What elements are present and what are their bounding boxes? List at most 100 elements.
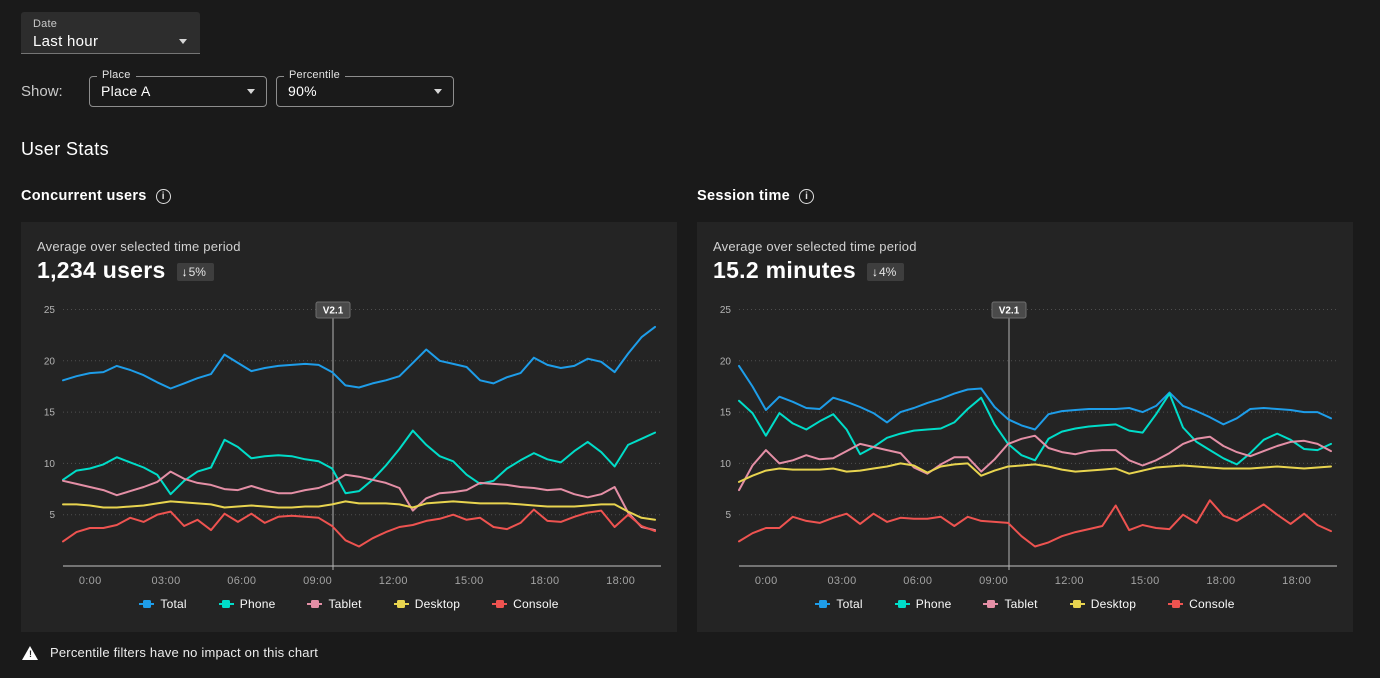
info-icon[interactable] [799, 188, 815, 204]
y-tick-label: 5 [725, 510, 731, 521]
x-tick-label: 0:00 [755, 575, 778, 587]
page-title: User Stats [21, 139, 110, 159]
series-line-desktop [738, 462, 1332, 483]
session-time-panel: Average over selected time period 15.2 m… [697, 222, 1353, 632]
legend-item-phone[interactable]: Phone [894, 597, 952, 611]
place-filter-label: Place [97, 69, 136, 81]
legend-marker [1168, 600, 1184, 609]
x-tick-label: 12:00 [1055, 575, 1084, 587]
legend-item-console[interactable]: Console [492, 597, 558, 611]
percentile-filter-select[interactable]: Percentile 90% [276, 69, 454, 107]
annotation-badge [315, 301, 351, 319]
series-line-console [62, 508, 656, 548]
series-line-phone [62, 429, 656, 496]
legend-marker [492, 600, 508, 609]
x-tick-label: 09:00 [979, 575, 1008, 587]
x-tick-label: 06:00 [903, 575, 932, 587]
y-tick-label: 15 [720, 408, 732, 419]
series-line-total [62, 325, 656, 390]
legend-item-desktop[interactable]: Desktop [1069, 597, 1137, 611]
x-tick-label: 15:00 [455, 575, 484, 587]
legend-item-tablet[interactable]: Tablet [307, 597, 362, 611]
delta-value: 4% [878, 264, 897, 279]
arrow-down-icon: ↓ [871, 264, 878, 279]
legend-marker [393, 600, 409, 609]
section-title-concurrent-users: Concurrent users [21, 188, 171, 204]
y-tick-label: 10 [44, 459, 56, 470]
legend-marker [218, 600, 234, 609]
y-tick-label: 10 [720, 459, 732, 470]
y-tick-label: 20 [44, 356, 56, 367]
series-line-total [738, 364, 1332, 431]
percentile-filter-value: 90% [288, 83, 317, 99]
x-tick-label: 18:00 [1206, 575, 1235, 587]
footer-note: Percentile filters have no impact on thi… [22, 645, 318, 660]
legend-item-desktop[interactable]: Desktop [393, 597, 461, 611]
y-tick-label: 5 [49, 510, 55, 521]
legend-label: Total [836, 597, 863, 611]
delta-value: 5% [188, 264, 206, 279]
x-tick-label: 18:00 [606, 575, 635, 587]
chart-legend: Total Phone Tablet Desktop Console [21, 597, 677, 611]
delta-badge: ↓ 4% [866, 262, 905, 281]
metric-subtitle: Average over selected time period [37, 239, 241, 254]
annotation-label: V2.1 [999, 306, 1020, 317]
x-tick-label: 15:00 [1131, 575, 1160, 587]
x-tick-label: 18:00 [530, 575, 559, 587]
metric-row: 1,234 users ↓ 5% [21, 254, 677, 284]
warning-triangle-icon [22, 645, 39, 660]
legend-item-total[interactable]: Total [139, 597, 187, 611]
concurrent-users-chart[interactable]: 5 10 15 20 25 0:00 03:00 06:00 09:00 12:00 15:00 18… [21, 300, 677, 592]
y-tick-label: 15 [44, 408, 56, 419]
session-time-chart[interactable]: 5 10 15 20 25 0:00 03:00 06:00 09:00 12:00 15:00 18… [697, 300, 1353, 592]
chevron-down-icon [434, 89, 442, 94]
show-label: Show: [21, 83, 63, 100]
legend-label: Phone [239, 597, 276, 611]
percentile-filter-label: Percentile [284, 69, 345, 81]
legend-item-phone[interactable]: Phone [218, 597, 276, 611]
legend-item-console[interactable]: Console [1168, 597, 1234, 611]
info-icon[interactable] [155, 188, 171, 204]
place-filter-select[interactable]: Place Place A [89, 69, 267, 107]
delta-badge: ↓ 5% [176, 262, 214, 281]
legend-item-tablet[interactable]: Tablet [983, 597, 1038, 611]
chevron-down-icon [179, 39, 187, 44]
legend-label: Desktop [1090, 597, 1137, 611]
legend-marker [307, 600, 323, 609]
series-line-phone [738, 392, 1332, 466]
y-tick-label: 25 [720, 305, 732, 316]
legend-label: Tablet [1004, 597, 1038, 611]
legend-marker [1069, 600, 1085, 609]
annotation-label: V2.1 [323, 306, 344, 317]
x-tick-label: 12:00 [379, 575, 408, 587]
legend-label: Console [1189, 597, 1235, 611]
series-line-console [738, 499, 1332, 548]
date-filter-select[interactable]: Date Last hour [21, 12, 200, 54]
x-tick-label: 09:00 [303, 575, 332, 587]
legend-marker [983, 600, 999, 609]
legend-item-total[interactable]: Total [815, 597, 863, 611]
legend-marker [894, 600, 910, 609]
x-tick-label: 18:00 [1282, 575, 1311, 587]
series-line-tablet [62, 470, 656, 532]
metric-value: 15.2 minutes [713, 257, 856, 283]
legend-marker [815, 600, 831, 609]
date-filter-value: Last hour [33, 33, 99, 50]
chart-title: Session time [697, 188, 791, 204]
chart-title: Concurrent users [21, 188, 147, 204]
chart-legend: Total Phone Tablet Desktop Console [697, 597, 1353, 611]
place-filter-value: Place A [101, 83, 151, 99]
x-tick-label: 03:00 [827, 575, 856, 587]
series-line-tablet [738, 434, 1332, 492]
footer-text: Percentile filters have no impact on thi… [50, 645, 319, 660]
legend-label: Console [513, 597, 559, 611]
x-tick-label: 03:00 [151, 575, 180, 587]
y-tick-label: 20 [720, 356, 732, 367]
legend-label: Tablet [328, 597, 362, 611]
x-tick-label: 06:00 [227, 575, 256, 587]
series-line-desktop [62, 500, 656, 521]
legend-label: Total [160, 597, 187, 611]
y-tick-label: 25 [44, 305, 56, 316]
legend-label: Desktop [414, 597, 461, 611]
